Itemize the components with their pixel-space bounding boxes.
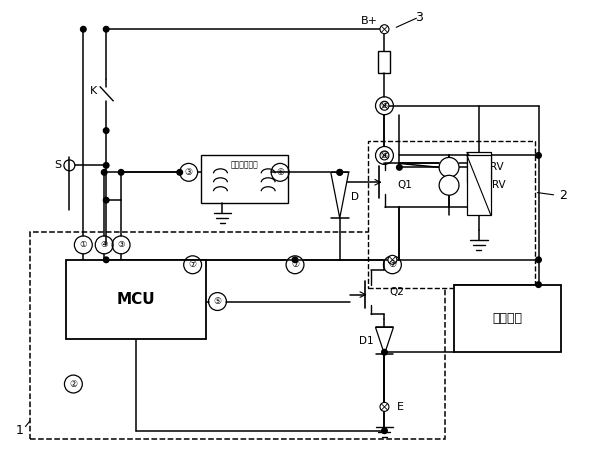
Bar bbox=[454, 284, 562, 352]
Text: RV: RV bbox=[492, 180, 506, 190]
Text: ⑥: ⑥ bbox=[276, 168, 284, 177]
Polygon shape bbox=[331, 172, 349, 218]
Text: ①: ① bbox=[79, 241, 87, 250]
Bar bbox=[368, 140, 534, 288]
Circle shape bbox=[118, 169, 124, 175]
Circle shape bbox=[103, 26, 109, 32]
Text: 直流负载: 直流负载 bbox=[493, 312, 522, 325]
Circle shape bbox=[535, 257, 541, 263]
Text: D1: D1 bbox=[359, 336, 374, 346]
Text: ③: ③ bbox=[184, 168, 193, 177]
Bar bbox=[30, 232, 445, 439]
Text: ⑦: ⑦ bbox=[388, 260, 397, 269]
Text: 1: 1 bbox=[16, 424, 24, 437]
Circle shape bbox=[380, 151, 389, 160]
Circle shape bbox=[103, 128, 109, 133]
Circle shape bbox=[397, 164, 402, 170]
Text: RV: RV bbox=[490, 162, 503, 172]
Circle shape bbox=[177, 169, 183, 175]
Text: ④: ④ bbox=[380, 101, 388, 110]
Circle shape bbox=[380, 101, 389, 110]
Text: B+: B+ bbox=[361, 16, 378, 26]
Text: S: S bbox=[54, 160, 61, 170]
Text: D: D bbox=[350, 192, 359, 202]
Circle shape bbox=[382, 428, 387, 434]
Circle shape bbox=[535, 282, 541, 287]
Text: 互感脉冲电路: 互感脉冲电路 bbox=[231, 160, 258, 169]
Circle shape bbox=[439, 158, 459, 177]
Circle shape bbox=[337, 169, 343, 175]
Circle shape bbox=[382, 349, 387, 355]
Circle shape bbox=[81, 26, 86, 32]
Text: ②: ② bbox=[69, 380, 78, 389]
Circle shape bbox=[292, 257, 298, 263]
Circle shape bbox=[380, 25, 389, 34]
Circle shape bbox=[101, 169, 107, 175]
Circle shape bbox=[388, 255, 397, 264]
Bar bbox=[200, 155, 288, 203]
Text: 2: 2 bbox=[559, 189, 568, 202]
Circle shape bbox=[337, 169, 343, 175]
Circle shape bbox=[380, 402, 389, 411]
Text: ⑤: ⑤ bbox=[213, 297, 222, 306]
Text: K: K bbox=[90, 86, 97, 96]
Text: 3: 3 bbox=[415, 11, 423, 24]
Text: ⑦: ⑦ bbox=[189, 260, 197, 269]
Text: ⑦: ⑦ bbox=[291, 260, 299, 269]
Circle shape bbox=[439, 175, 459, 195]
Circle shape bbox=[535, 153, 541, 158]
Text: E: E bbox=[397, 402, 404, 412]
Bar bbox=[467, 153, 491, 182]
Circle shape bbox=[103, 198, 109, 203]
Bar bbox=[467, 155, 491, 215]
Polygon shape bbox=[375, 328, 393, 354]
Circle shape bbox=[103, 257, 109, 263]
Text: ④: ④ bbox=[100, 241, 108, 250]
Text: ③: ③ bbox=[117, 241, 125, 250]
Circle shape bbox=[103, 163, 109, 168]
Text: Q2: Q2 bbox=[389, 287, 404, 297]
Text: Q1: Q1 bbox=[397, 180, 412, 190]
Bar bbox=[66, 260, 206, 339]
Text: ④: ④ bbox=[380, 151, 388, 160]
Text: V: V bbox=[446, 162, 452, 172]
Bar bbox=[378, 51, 390, 73]
Text: MCU: MCU bbox=[117, 292, 155, 307]
Text: V: V bbox=[446, 180, 452, 190]
